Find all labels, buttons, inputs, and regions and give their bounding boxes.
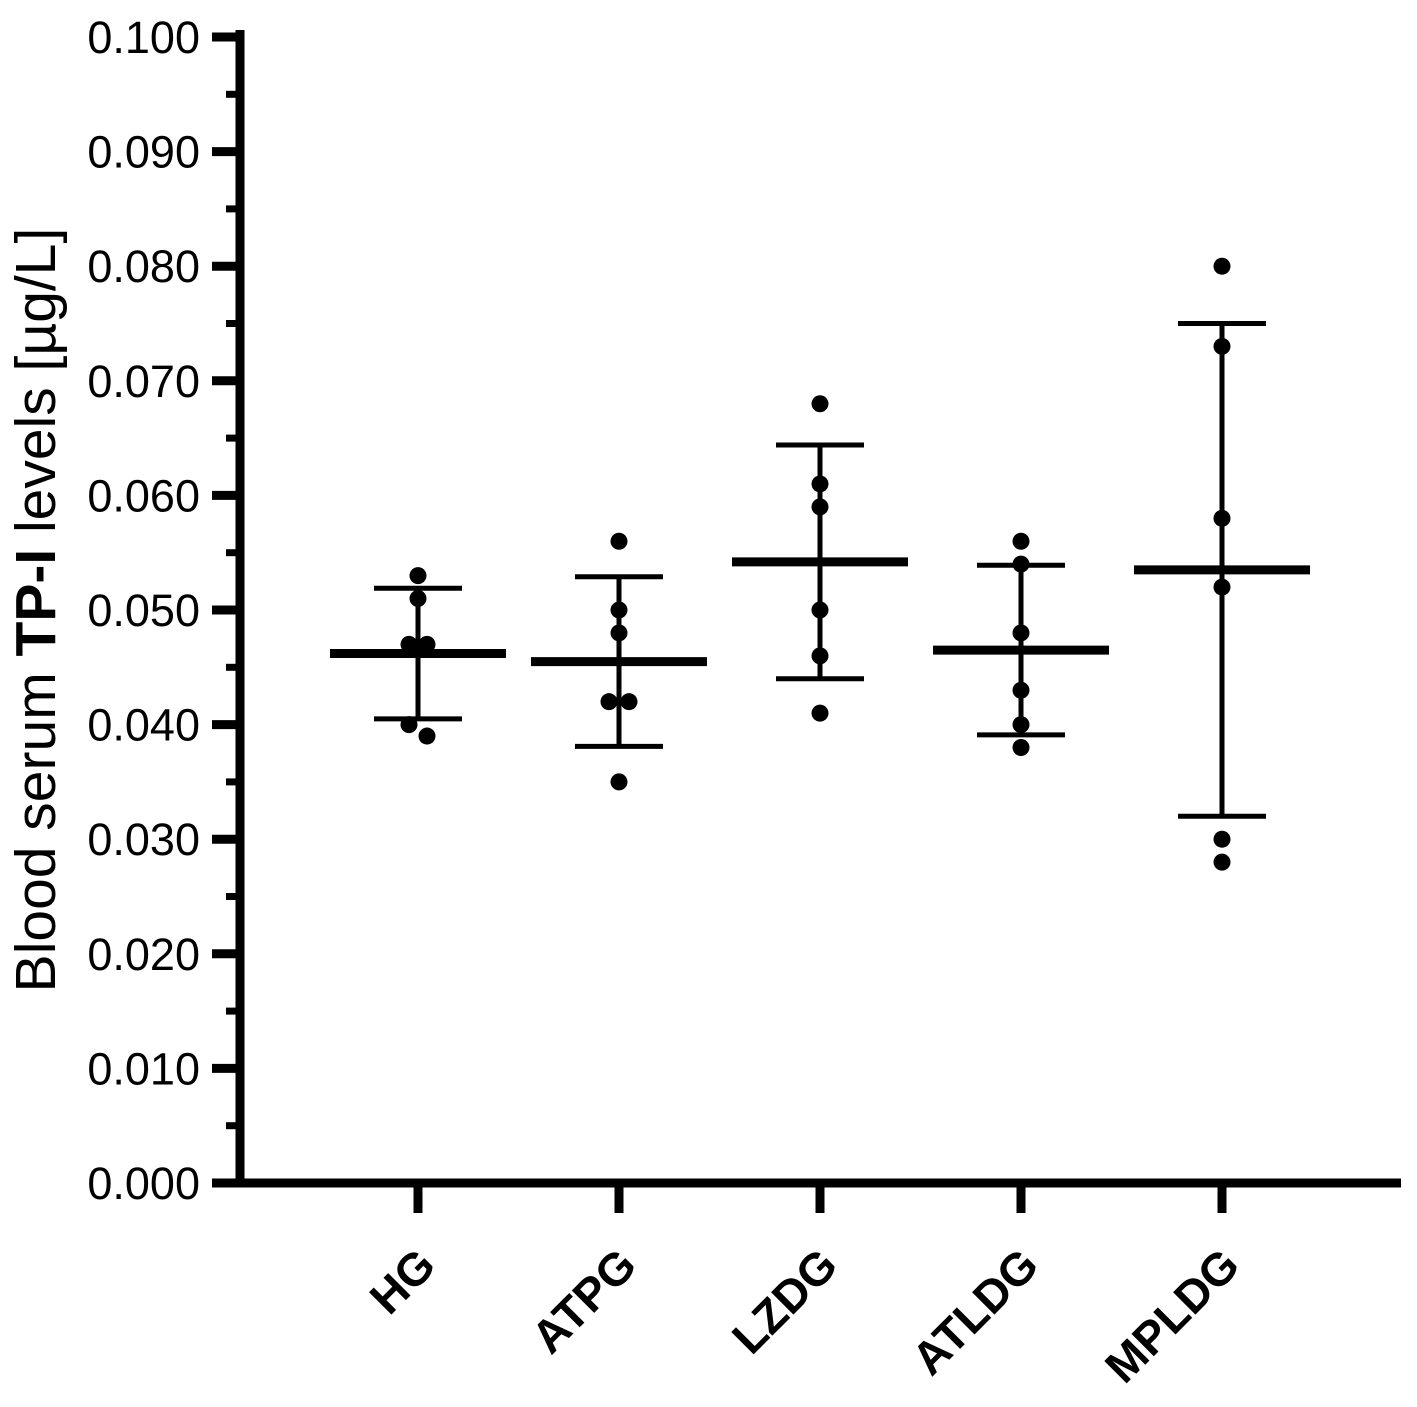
y-axis-title: Blood serum TP-I levels [µg/L] xyxy=(4,228,68,993)
x-category-label: ATLDG xyxy=(902,1238,1048,1384)
x-category-label: MPLDG xyxy=(1095,1238,1249,1392)
y-tick-label: 0.040 xyxy=(87,700,200,751)
data-point xyxy=(620,693,638,711)
data-point xyxy=(1012,739,1030,757)
y-tick-label: 0.000 xyxy=(87,1158,200,1209)
data-point xyxy=(811,395,829,413)
data-point xyxy=(1213,257,1231,275)
y-tick-label: 0.090 xyxy=(87,127,200,178)
data-point xyxy=(400,635,418,653)
y-tick-label: 0.010 xyxy=(87,1043,200,1094)
group-errorbar-ATLDG xyxy=(933,562,1109,738)
data-point xyxy=(409,567,427,585)
data-point xyxy=(418,635,436,653)
group-points-LZDG xyxy=(811,395,829,722)
data-point xyxy=(610,773,628,791)
data-point xyxy=(811,704,829,722)
group-points-ATPG xyxy=(600,532,638,791)
y-tick-label: 0.060 xyxy=(87,470,200,521)
data-points-layer xyxy=(400,257,1231,871)
data-point xyxy=(1213,830,1231,848)
y-tick-label: 0.070 xyxy=(87,356,200,407)
x-category-label: LZDG xyxy=(722,1238,847,1363)
data-point xyxy=(600,693,618,711)
group-errorbar-MPLDG xyxy=(1134,321,1310,819)
y-tick-label: 0.050 xyxy=(87,585,200,636)
y-tick-label: 0.020 xyxy=(87,929,200,980)
group-points-MPLDG xyxy=(1213,257,1231,871)
data-point xyxy=(1213,853,1231,871)
data-point xyxy=(610,532,628,550)
data-point xyxy=(418,727,436,745)
group-errorbar-LZDG xyxy=(732,442,908,682)
group-errorbar-HG xyxy=(330,585,506,722)
axes xyxy=(212,30,1401,1213)
error-bars-layer xyxy=(330,321,1310,819)
group-points-HG xyxy=(400,567,436,745)
y-tick-label: 0.030 xyxy=(87,814,200,865)
data-point xyxy=(1012,532,1030,550)
group-errorbar-ATPG xyxy=(531,574,707,749)
y-tick-label: 0.080 xyxy=(87,241,200,292)
x-category-label: ATPG xyxy=(521,1238,646,1363)
y-tick-label: 0.100 xyxy=(87,12,200,63)
x-category-label: HG xyxy=(360,1238,446,1324)
